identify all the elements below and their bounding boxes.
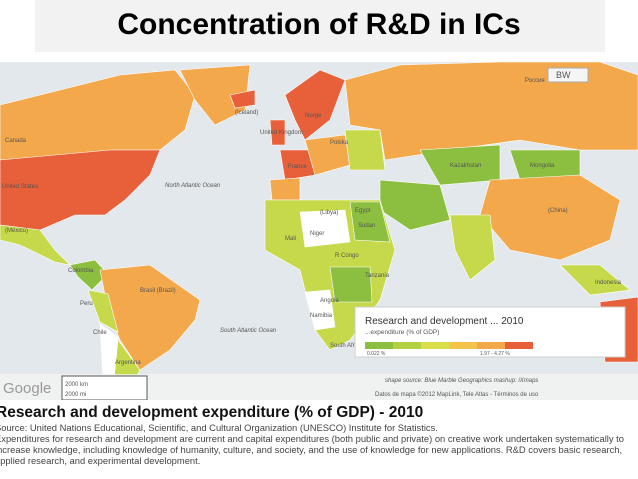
map-label: United Kingdom: [260, 130, 303, 136]
legend-subtitle: ...expenditure (% of GDP): [365, 329, 439, 336]
ocean-label: North Atlantic Ocean: [165, 183, 221, 189]
map-label: (Mexico): [5, 228, 28, 234]
caption-source: Source: United Nations Educational, Scie…: [0, 422, 438, 433]
map-label: Niger: [310, 231, 324, 237]
map-label: Polska: [330, 140, 349, 146]
scale-km: 2000 km: [65, 382, 88, 388]
map-label: United States: [2, 184, 38, 190]
attribution: Datos de mapa ©2012 MapLink, Tele Atlas …: [375, 391, 539, 398]
title-bar: [35, 0, 605, 52]
map-label: Colombia: [68, 268, 94, 274]
map-label: (China): [548, 208, 568, 214]
map-label: Egypt: [355, 208, 371, 214]
map-label: Kazakhstan: [450, 163, 481, 169]
map-label: Chile: [93, 330, 107, 336]
map-label: R Congo: [335, 253, 359, 259]
map-label: Namibia: [310, 313, 333, 319]
style-button[interactable]: [547, 67, 589, 83]
ocean-label: South Atlantic Ocean: [220, 328, 277, 334]
legend-min: 0.022 %: [367, 351, 386, 357]
map-label: Россия: [525, 78, 545, 84]
map-label: Brasil (Brazil): [140, 288, 176, 294]
style-button-label[interactable]: BW: [556, 70, 571, 80]
legend-max: 1.97 - 4.27 %: [480, 351, 510, 357]
map-label: Argentina: [115, 360, 141, 366]
map-label: Peru: [80, 301, 93, 307]
map-label: Angola: [320, 298, 339, 304]
shape-source: shape source: Blue Marble Geographics ma…: [385, 378, 538, 384]
map-label: (Libya): [320, 210, 338, 216]
map-label: Sudan: [358, 223, 375, 229]
legend-ramp: [365, 342, 533, 349]
slide-title: Concentration of R&D in ICs: [117, 8, 521, 41]
map-label: France: [288, 164, 307, 170]
google-logo: Google: [3, 380, 51, 397]
map-label: Norge: [305, 113, 322, 119]
legend-title: Research and development ... 2010: [365, 316, 524, 327]
map-label: (Iceland): [235, 110, 258, 116]
map: (Iceland) United Kingdom Norge Polska Fr…: [0, 62, 638, 400]
scale-bar: [61, 375, 148, 400]
map-label: Mali: [285, 236, 296, 242]
map-label: Canada: [5, 138, 27, 144]
scale-mi: 2000 mi: [65, 392, 86, 398]
map-label: Tanzania: [365, 273, 390, 279]
caption-description: Expenditures for research and developmen…: [0, 433, 624, 466]
caption: Research and development expenditure (% …: [0, 404, 638, 466]
countries: [0, 62, 638, 400]
map-label: Indonesia: [595, 280, 622, 286]
caption-heading: Research and development expenditure (% …: [0, 404, 424, 421]
map-label: Mongolia: [530, 163, 555, 169]
map-label: South Africa: [330, 343, 363, 349]
